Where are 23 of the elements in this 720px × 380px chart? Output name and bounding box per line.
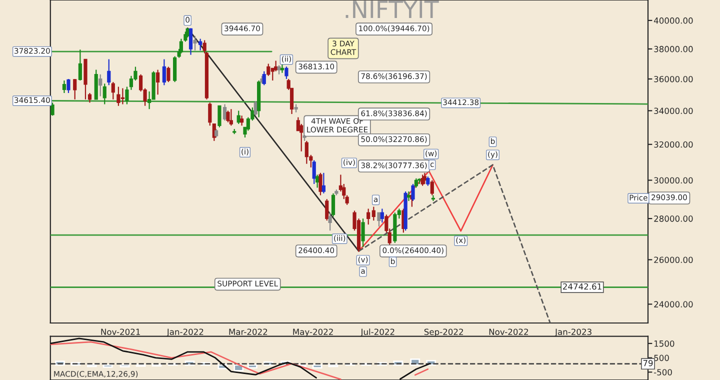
y-tick-label: 34000.00 — [654, 108, 693, 114]
ref-line-label: 24742.61 — [562, 283, 602, 290]
y-tick-label: 38000.00 — [654, 46, 693, 52]
ref-line-label: 79 — [643, 360, 653, 366]
y-tick-label: -500 — [654, 369, 672, 376]
y-tick-label: 28000.00 — [654, 216, 693, 222]
chart-title: .NIFTYIT — [346, 0, 439, 18]
x-tick-label: May-2022 — [293, 328, 333, 337]
x-tick-label: Jan-2022 — [166, 328, 204, 337]
y-tick-label: 24000.00 — [654, 301, 693, 308]
x-tick-label: Jan-2023 — [554, 328, 592, 337]
x-tick-label: Nov-2021 — [101, 328, 140, 336]
y-tick-label: 500 — [654, 354, 669, 362]
y-tick-label: 40000.00 — [654, 17, 693, 24]
y-tick-label: 26000.00 — [654, 256, 693, 263]
y-tick-label: 32000.00 — [654, 141, 693, 148]
y-tick-label: 1500 — [654, 340, 674, 347]
y-tick-label: 30000.00 — [654, 177, 693, 184]
y-tick-label: 36000.00 — [654, 76, 693, 82]
x-tick-label: Mar-2022 — [229, 328, 268, 336]
x-tick-label: Jul-2022 — [360, 328, 394, 337]
x-tick-label: Sep-2022 — [424, 328, 463, 337]
x-tick-label: Nov-2022 — [489, 328, 528, 336]
